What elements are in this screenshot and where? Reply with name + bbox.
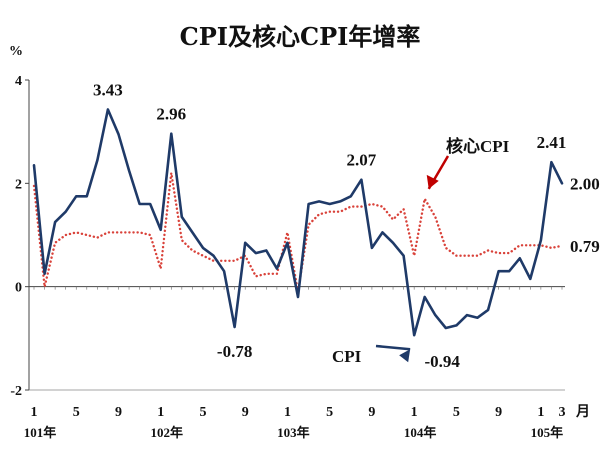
data-value-label: 0.79 [570, 237, 600, 256]
x-tick-label: 9 [242, 405, 249, 420]
chart-title: CPI及核心CPI年增率 [180, 22, 421, 51]
x-tick-label: 1 [284, 405, 291, 420]
x-year-label: 104年 [404, 425, 437, 440]
x-tick-label: 1 [537, 405, 544, 420]
x-tick-label: 9 [115, 405, 122, 420]
labels-layer: 3.43 2.96 -0.78 2.07 -0.94 2.41 2.00 0.79 [93, 80, 600, 371]
data-value-label: 2.41 [537, 133, 567, 152]
data-value-label: -0.78 [217, 342, 252, 361]
y-tick-label: 2 [15, 177, 22, 192]
x-year-label: 103年 [277, 425, 310, 440]
x-year-label: 105年 [531, 425, 564, 440]
x-axis-unit-label: 月 [575, 404, 590, 420]
x-tick-label: 5 [326, 405, 333, 420]
core-cpi-series-line [32, 171, 564, 293]
core-cpi-callout-label: 核心CPI [446, 136, 510, 156]
cpi-series-line [32, 108, 564, 337]
x-tick-label: 5 [73, 405, 80, 420]
callout-layer: CPI 核心CPI [332, 136, 510, 366]
x-tick-label: 5 [453, 405, 460, 420]
y-tick-label: 4 [15, 74, 22, 89]
x-tick-label: 9 [495, 405, 502, 420]
x-year-label: 102年 [150, 425, 183, 440]
y-axis-unit-label: % [9, 44, 23, 59]
data-value-label: 2.96 [156, 105, 186, 124]
x-tick-label: 1 [157, 405, 164, 420]
x-tick-label: 1 [31, 405, 38, 420]
x-year-label: 101年 [24, 425, 57, 440]
x-tick-label: 1 [411, 405, 418, 420]
cpi-callout-label: CPI [332, 347, 362, 366]
data-value-label: 3.43 [93, 80, 123, 99]
y-tick-label: -2 [10, 384, 22, 399]
data-value-label: -0.94 [424, 352, 460, 371]
x-tick-label: 3 [559, 405, 566, 420]
data-value-label: 2.00 [570, 174, 600, 193]
core-cpi-callout-arrowhead [426, 174, 439, 189]
series-layer [32, 108, 564, 337]
y-tick-label: 0 [15, 281, 22, 296]
x-tick-label: 9 [368, 405, 375, 420]
cpi-callout-arrow [375, 344, 411, 351]
data-value-label: 2.07 [346, 151, 376, 170]
x-tick-label: 5 [199, 405, 206, 420]
cpi-callout-arrowhead [399, 349, 411, 363]
